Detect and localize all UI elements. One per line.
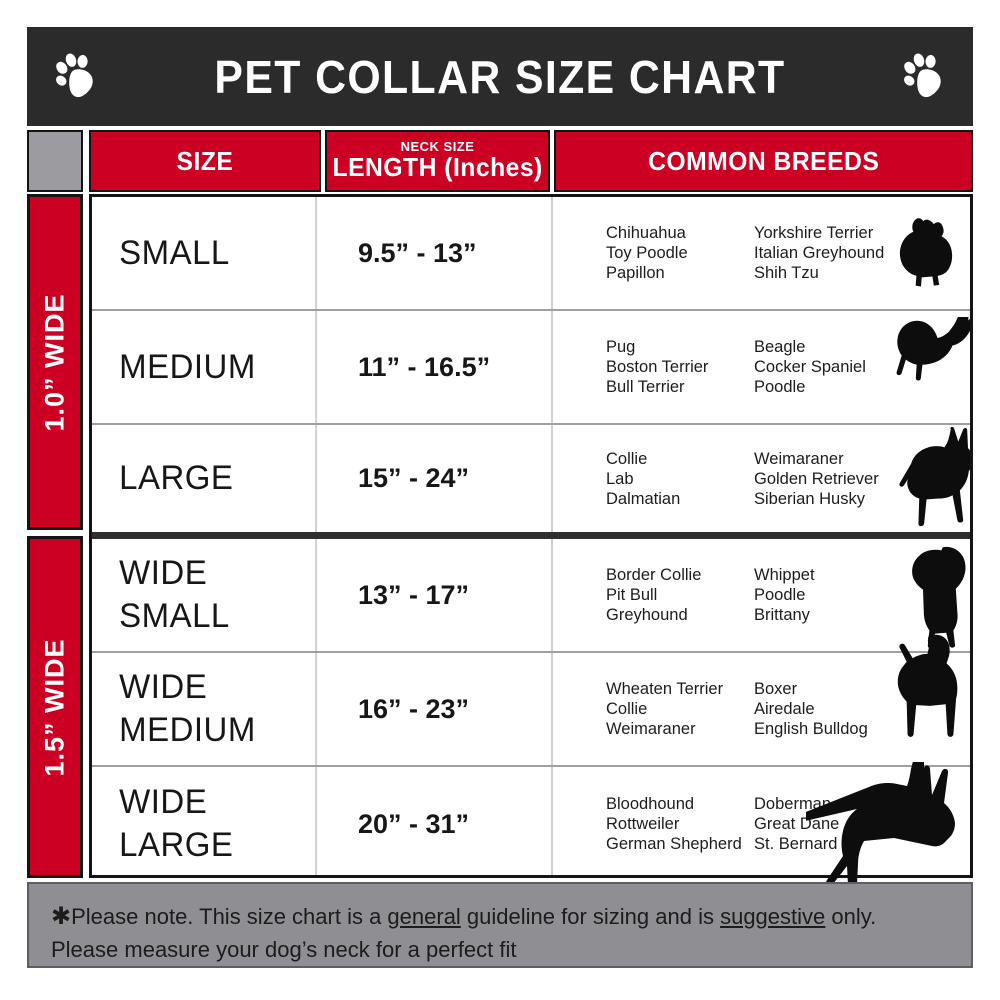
table-row: LARGE 15” - 24” Collie Lab Dalmatian Weima… [92, 425, 970, 539]
breed-list-b: Boxer Airedale English Bulldog [754, 680, 868, 738]
cell-breeds: Collie Lab Dalmatian Weimaraner Golden Retr… [553, 425, 970, 532]
column-header-length: NECK SIZE LENGTH (Inches) [325, 130, 550, 192]
cell-size: WIDE LARGE [92, 767, 318, 875]
breed-list-b: Yorkshire Terrier Italian Greyhound Shih T… [754, 224, 885, 282]
chart-header-banner: PET COLLAR SIZE CHART [27, 27, 973, 126]
cell-size: WIDE MEDIUM [92, 653, 318, 765]
note-emphasis-general: general [387, 904, 461, 929]
column-header-length-label: LENGTH (Inches) [332, 151, 543, 182]
breed-list-b: Beagle Cocker Spaniel Poodle [754, 338, 866, 396]
section-label-text: 1.5” WIDE [39, 637, 70, 777]
cell-size: WIDE SMALL [92, 539, 318, 651]
cell-breeds: Pug Boston Terrier Bull Terrier Beagle Cock… [553, 311, 970, 423]
breed-list-a: Border Collie Pit Bull Greyhound [606, 566, 702, 624]
cell-length: 13” - 17” [324, 539, 553, 651]
cell-length: 16” - 23” [324, 653, 553, 765]
table-row: WIDE LARGE 20” - 31” Bloodhound Rottweiler… [92, 767, 970, 875]
breed-list-b: Doberman Great Dane St. Bernard [754, 795, 840, 853]
cell-breeds: Wheaten Terrier Collie Weimaraner Boxer Air… [553, 653, 970, 765]
cell-breeds: Border Collie Pit Bull Greyhound Whippet Po… [553, 539, 970, 651]
cell-length: 15” - 24” [324, 425, 553, 532]
note-part-1: Please note. This size chart is a [71, 904, 388, 929]
page-title: PET COLLAR SIZE CHART [214, 50, 786, 103]
paw-print-icon [904, 52, 941, 97]
cell-breeds: Bloodhound Rottweiler German Shepherd Dobe… [553, 767, 970, 875]
cell-length: 11” - 16.5” [324, 311, 553, 423]
doberman-silhouette [806, 762, 955, 908]
column-header-neck-size-label: NECK SIZE [400, 138, 475, 154]
cell-size: MEDIUM [92, 311, 318, 423]
breed-list-a: Wheaten Terrier Collie Weimaraner [606, 680, 724, 738]
breed-list-a: Pug Boston Terrier Bull Terrier [606, 338, 709, 396]
note-part-2: guideline for sizing and is [460, 904, 721, 929]
note-emphasis-suggestive: suggestive [720, 904, 826, 929]
cell-breeds: Chihuahua Toy Poodle Papillon Yorkshire Te… [553, 197, 970, 309]
cell-size: LARGE [92, 425, 318, 532]
disclaimer-line-1: ✱Please note. This size chart is a gener… [51, 900, 949, 933]
note-part-3: only. [825, 904, 877, 929]
table-row: SMALL 9.5” - 13” Chihuahua Toy Poodle Papi… [92, 197, 970, 311]
table-corner-cell [27, 130, 83, 192]
breed-list-b: Weimaraner Golden Retriever Siberian Husky [754, 449, 879, 508]
column-header-breeds: COMMON BREEDS [554, 130, 973, 192]
section-label-1-5-inch: 1.5” WIDE [27, 536, 83, 878]
table-row: WIDE MEDIUM 16” - 23” Wheaten Terrier Coll… [92, 633, 970, 767]
breed-list-a: Bloodhound Rottweiler German Shepherd [606, 795, 742, 853]
column-header-breeds-label: COMMON BREEDS [647, 145, 880, 176]
disclaimer-note: ✱Please note. This size chart is a gener… [27, 882, 973, 968]
cell-length: 9.5” - 13” [324, 197, 553, 309]
breed-list-a: Chihuahua Toy Poodle Papillon [606, 224, 688, 282]
table-row: WIDE SMALL 13” - 17” Border Collie Pit Bul… [92, 539, 970, 653]
cell-length: 20” - 31” [324, 767, 553, 875]
breed-list-b: Whippet Poodle Brittany [754, 566, 815, 624]
disclaimer-line-2: Please measure your dog’s neck for a per… [51, 937, 517, 962]
section-label-1-inch: 1.0” WIDE [27, 194, 83, 530]
column-header-size-label: SIZE [176, 145, 234, 176]
table-row: MEDIUM 11” - 16.5” Pug Boston Terrier Bull… [92, 311, 970, 425]
paw-print-icon [56, 52, 93, 97]
column-header-size: SIZE [89, 130, 321, 192]
asterisk-icon: ✱ [51, 903, 72, 930]
breed-list-a: Collie Lab Dalmatian [606, 449, 681, 508]
section-label-text: 1.0” WIDE [39, 292, 70, 432]
cell-size: SMALL [92, 197, 318, 309]
